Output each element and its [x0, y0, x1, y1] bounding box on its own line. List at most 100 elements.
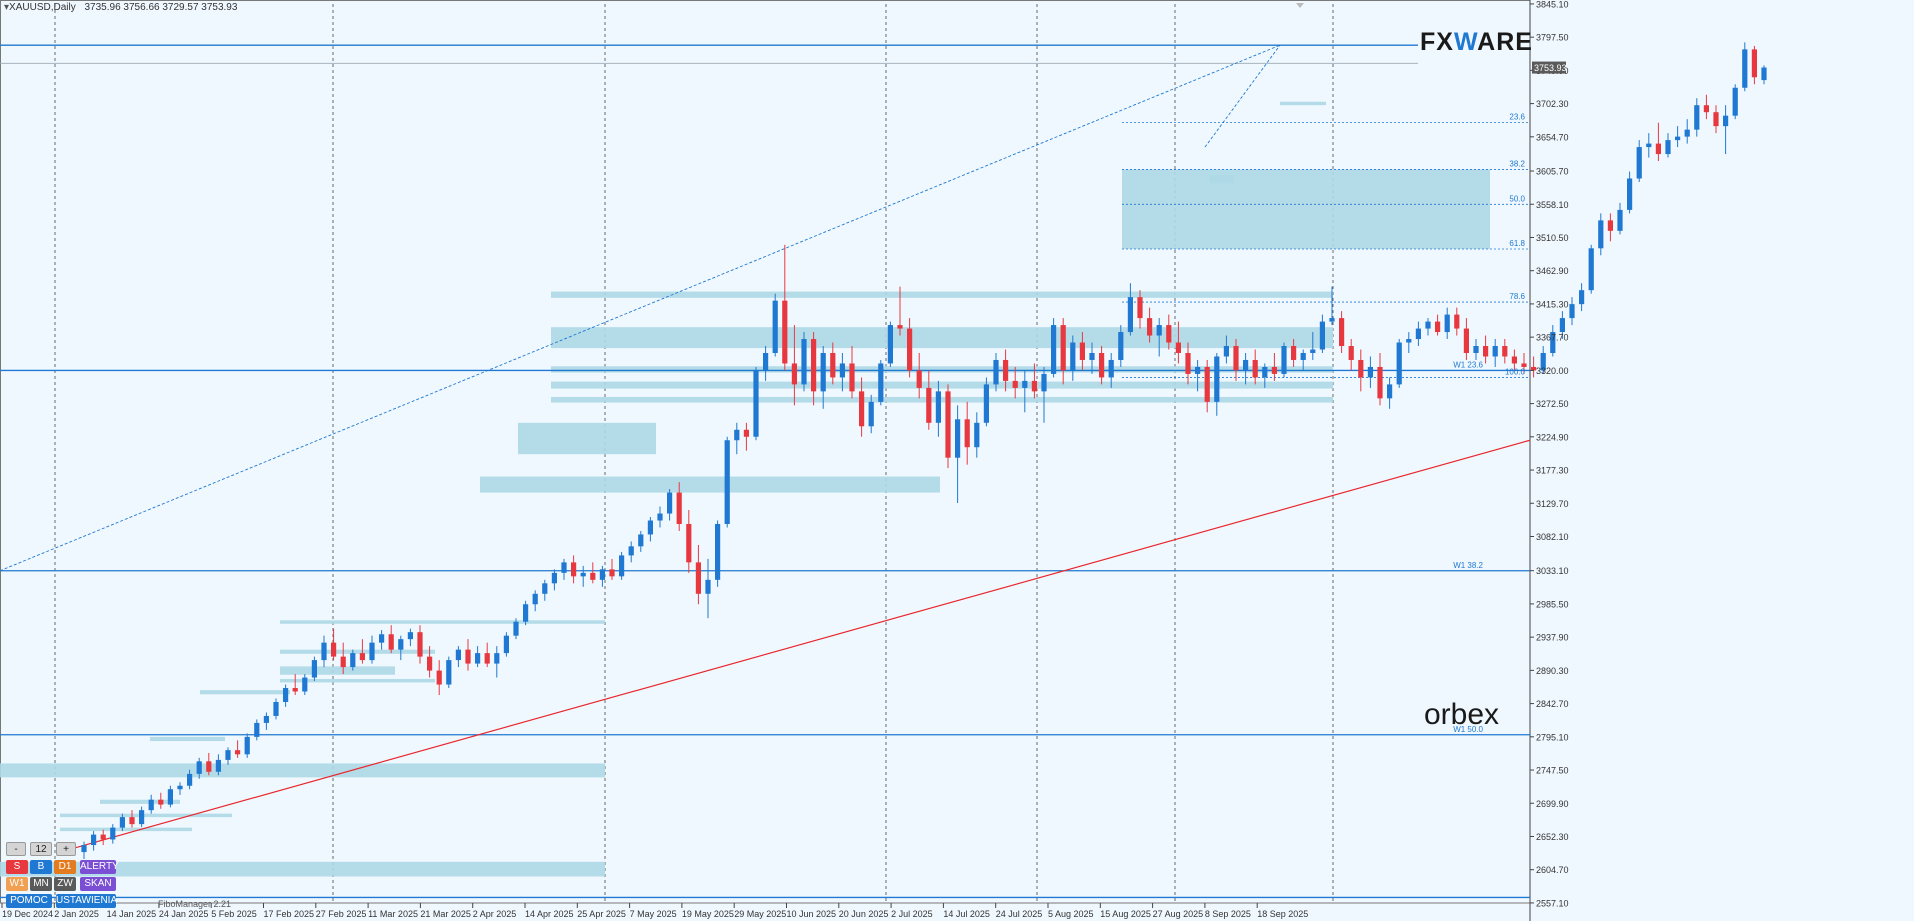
settings-button[interactable]: USTAWIENIA [56, 894, 118, 908]
bullish-candle [1022, 370, 1028, 413]
candle-body [1137, 297, 1143, 319]
time-tick-label: 8 Sep 2025 [1205, 909, 1251, 919]
candle-body [1185, 352, 1191, 374]
candle-body [1252, 359, 1258, 378]
time-tick-label: 25 Apr 2025 [577, 909, 626, 919]
candle-body [427, 656, 433, 671]
price-tick-label: 3510.50 [1536, 233, 1569, 243]
bullish-candle [503, 632, 509, 657]
candle-body [1502, 346, 1508, 357]
bearish-candle [1435, 314, 1441, 336]
bullish-candle [1540, 346, 1546, 374]
price-tick-label: 3605.70 [1536, 167, 1569, 177]
bullish-candle [196, 757, 202, 779]
period-plus-button[interactable]: + [56, 842, 76, 856]
bearish-candle [1204, 359, 1210, 413]
period-minus-button[interactable]: - [6, 842, 26, 856]
help-button[interactable]: POMOC [6, 894, 52, 908]
price-tick-label: 2842.70 [1536, 699, 1569, 709]
price-tick-label: 3272.50 [1536, 399, 1569, 409]
bearish-candle [1377, 352, 1383, 406]
bearish-candle [859, 377, 865, 437]
bullish-candle [1559, 311, 1565, 340]
bullish-candle [1262, 363, 1268, 388]
candle-body [926, 387, 932, 423]
fibo-level-label: W1 23.6 [1453, 360, 1483, 369]
candle-body [1492, 346, 1498, 357]
bullish-candle [167, 785, 173, 808]
candle-body [782, 300, 788, 364]
candle-body [283, 688, 289, 702]
bullish-candle [993, 352, 999, 392]
candle-body [916, 370, 922, 388]
bullish-candle [820, 346, 826, 409]
bullish-candle [1243, 352, 1249, 385]
bullish-candle [475, 646, 481, 668]
supply-demand-zone [480, 476, 940, 493]
bearish-candle [1291, 339, 1297, 367]
candle-body [1070, 342, 1076, 371]
candle-body [715, 523, 721, 580]
bearish-candle [1607, 213, 1613, 242]
candle-body [571, 562, 577, 577]
bullish-candle [1367, 356, 1373, 388]
candle-body [1598, 220, 1604, 249]
period-value-field[interactable]: 12 [30, 842, 52, 856]
bullish-candle [110, 824, 116, 844]
bearish-candle [465, 639, 471, 671]
candle-body [1147, 318, 1153, 336]
candle-body [1723, 115, 1729, 127]
fibo-level-label: 38.2 [1509, 159, 1525, 168]
time-tick-label: 7 May 2025 [630, 909, 677, 919]
candle-body [1233, 346, 1239, 371]
candle-body [1607, 220, 1613, 231]
candle-body [273, 701, 279, 716]
candle-body [225, 750, 231, 760]
time-tick-label: 27 Feb 2025 [316, 909, 367, 919]
candle-body [772, 300, 778, 353]
bullish-candle [119, 813, 125, 832]
price-tick-label: 2652.30 [1536, 832, 1569, 842]
timeframe-mn-button[interactable]: MN [30, 877, 52, 891]
bullish-candle [580, 565, 586, 587]
buy-button[interactable]: B [30, 860, 52, 874]
candle-body [1127, 297, 1133, 333]
candle-body [753, 370, 759, 437]
bullish-candle [1051, 318, 1057, 378]
supply-demand-zone [200, 690, 290, 695]
candle-body [1310, 349, 1316, 353]
supply-demand-zone [551, 366, 1333, 373]
time-tick-label: 15 Aug 2025 [1100, 909, 1151, 919]
bullish-candle [1415, 321, 1421, 347]
candle-body [1003, 359, 1009, 381]
last-price-label: 3753.93 [1534, 63, 1567, 73]
candle-body [1415, 328, 1421, 340]
alerts-button[interactable]: ALERTY [80, 860, 119, 874]
bullish-candle [1223, 335, 1229, 364]
bearish-candle [1137, 290, 1143, 329]
supply-demand-zone [551, 381, 1333, 389]
timeframe-w1-button[interactable]: W1 [6, 877, 28, 891]
supply-demand-zone [60, 827, 192, 832]
bearish-candle [1358, 349, 1364, 392]
candle-body [859, 391, 865, 427]
bearish-candle [1751, 45, 1757, 85]
scan-button[interactable]: SKAN [80, 877, 116, 891]
zw-button[interactable]: ZW [54, 877, 76, 891]
candle-body [1483, 346, 1489, 357]
candle-body [148, 799, 154, 811]
candle-body [1454, 314, 1460, 329]
bullish-candle [350, 649, 356, 671]
bullish-candle [1300, 349, 1306, 371]
timeframe-d1-button[interactable]: D1 [54, 860, 76, 874]
sell-button[interactable]: S [6, 860, 28, 874]
candle-body [868, 401, 874, 427]
price-tick-label: 2937.90 [1536, 633, 1569, 643]
bullish-candle [1406, 332, 1412, 353]
fibo-level-label: 61.8 [1509, 239, 1525, 248]
bearish-candle [1713, 105, 1719, 134]
bearish-candle [1079, 332, 1085, 371]
candle-body [119, 817, 125, 828]
